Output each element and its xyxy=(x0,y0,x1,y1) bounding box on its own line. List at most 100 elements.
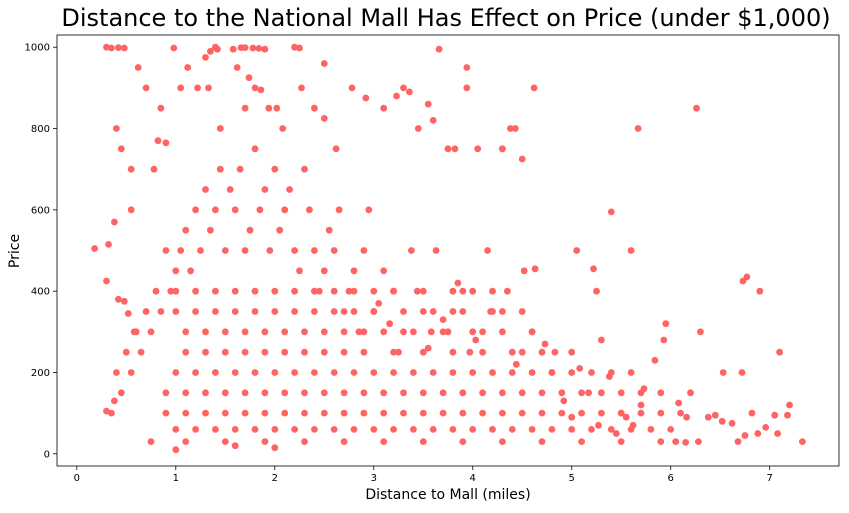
y-tick-label: 600 xyxy=(31,205,50,216)
data-point xyxy=(479,348,486,356)
data-point xyxy=(711,411,719,419)
data-point xyxy=(162,389,170,397)
data-point xyxy=(568,426,576,433)
data-point xyxy=(598,336,605,344)
data-point xyxy=(202,54,209,61)
data-point xyxy=(607,208,615,216)
data-point xyxy=(127,369,135,376)
data-point xyxy=(212,287,219,295)
data-point xyxy=(386,320,393,328)
data-point xyxy=(568,413,576,421)
data-point xyxy=(182,328,190,336)
data-point xyxy=(518,155,526,163)
data-point xyxy=(429,369,437,376)
x-tick-label: 4 xyxy=(470,473,476,484)
data-point xyxy=(216,165,224,173)
data-point xyxy=(281,348,289,356)
data-point xyxy=(370,369,378,376)
data-point xyxy=(429,426,437,433)
data-point xyxy=(479,328,486,336)
data-point xyxy=(266,247,274,254)
data-point xyxy=(261,438,269,445)
data-point xyxy=(281,409,289,417)
data-point xyxy=(261,389,269,397)
data-point xyxy=(489,426,496,433)
data-point xyxy=(182,409,190,417)
data-point xyxy=(395,348,402,356)
data-point xyxy=(182,348,190,356)
data-point xyxy=(504,287,511,295)
data-point xyxy=(320,409,328,417)
data-point xyxy=(241,348,249,356)
data-point xyxy=(360,409,368,417)
data-point xyxy=(154,137,162,145)
data-point xyxy=(212,206,219,214)
data-point xyxy=(499,145,506,153)
data-point xyxy=(738,369,746,376)
data-point xyxy=(251,84,259,92)
data-point xyxy=(410,369,417,376)
data-point xyxy=(429,117,437,124)
data-point xyxy=(400,409,407,417)
data-point xyxy=(754,430,762,437)
data-point xyxy=(687,389,694,397)
data-point xyxy=(152,287,160,295)
data-point xyxy=(657,438,665,445)
data-point xyxy=(330,308,338,315)
data-point xyxy=(607,369,615,376)
data-point xyxy=(360,247,368,254)
data-point xyxy=(162,409,170,417)
data-point xyxy=(617,389,625,397)
data-point xyxy=(177,84,185,92)
data-point xyxy=(489,287,496,295)
data-point xyxy=(330,287,338,295)
data-point xyxy=(408,247,415,254)
data-point xyxy=(127,165,135,173)
data-point xyxy=(311,287,318,295)
data-point xyxy=(400,328,407,336)
data-point xyxy=(221,438,229,445)
plot-area-frame xyxy=(56,34,840,467)
data-point xyxy=(612,430,620,437)
data-point xyxy=(301,165,308,173)
data-point xyxy=(419,409,427,417)
data-point xyxy=(419,308,427,315)
data-point xyxy=(348,84,356,92)
data-point xyxy=(279,125,287,132)
data-point xyxy=(728,419,736,427)
data-point xyxy=(291,426,298,433)
data-point xyxy=(311,426,318,433)
data-point xyxy=(774,430,781,437)
data-point xyxy=(251,308,259,315)
data-point xyxy=(231,206,239,214)
y-tick-label: 400 xyxy=(31,287,50,298)
data-point xyxy=(617,409,625,417)
data-point xyxy=(246,226,254,234)
data-point xyxy=(182,226,190,234)
data-point xyxy=(298,84,305,92)
data-point xyxy=(214,45,221,53)
data-point xyxy=(489,369,496,376)
data-point xyxy=(355,328,363,336)
data-point xyxy=(194,84,202,92)
data-point xyxy=(291,308,298,315)
data-point xyxy=(375,300,383,307)
data-point xyxy=(350,308,358,315)
data-point xyxy=(296,44,303,52)
data-point xyxy=(130,328,138,336)
data-point xyxy=(380,267,388,275)
data-point xyxy=(233,64,241,71)
data-point xyxy=(627,247,635,254)
data-point xyxy=(479,409,486,417)
data-point xyxy=(340,348,348,356)
data-point xyxy=(444,145,452,153)
data-point xyxy=(350,267,358,275)
data-point xyxy=(187,267,195,275)
data-point xyxy=(172,446,180,454)
data-point xyxy=(541,340,549,348)
data-point xyxy=(427,328,435,336)
data-point xyxy=(419,389,427,397)
data-point xyxy=(634,125,642,132)
data-point xyxy=(410,328,417,336)
data-point xyxy=(241,328,249,336)
